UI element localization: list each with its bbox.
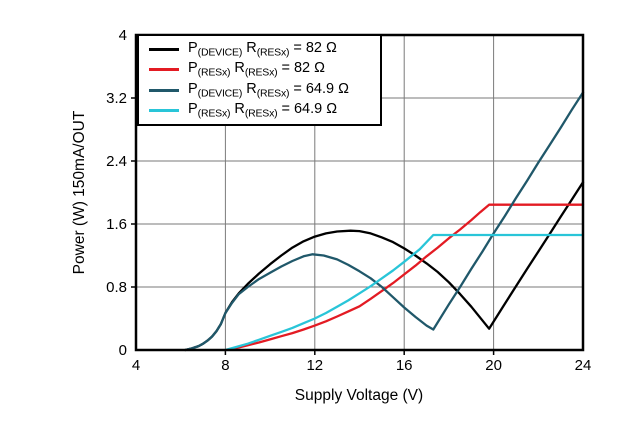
y-tick-label: 4 [119, 27, 127, 44]
y-tick-label: 1.6 [106, 216, 127, 233]
legend-item: P(DEVICE) R(RESx) = 64.9 Ω [149, 80, 380, 101]
legend-item: P(DEVICE) R(RESx) = 82 Ω [149, 39, 380, 60]
x-tick-label: 4 [132, 357, 140, 374]
legend-swatch-black [149, 47, 179, 51]
x-tick-label: 12 [306, 357, 323, 374]
legend-label: P(RESx) R(RESx) = 64.9 Ω [188, 101, 338, 120]
legend-label: P(RESx) R(RESx) = 82 Ω [188, 60, 325, 79]
legend-label: P(DEVICE) R(RESx) = 82 Ω [188, 39, 337, 59]
legend-item: P(RESx) R(RESx) = 82 Ω [149, 60, 380, 81]
legend: P(DEVICE) R(RESx) = 82 Ω P(RESx) R(RESx)… [137, 34, 382, 126]
legend-item: P(RESx) R(RESx) = 64.9 Ω [149, 101, 380, 122]
tick-labels: 4 8 12 16 20 24 0 0.8 1.6 2.4 3.2 4 [106, 27, 591, 374]
x-tick-label: 8 [221, 357, 229, 374]
series-line [224, 233, 585, 352]
series-curves [184, 91, 585, 352]
series-line [184, 91, 585, 352]
x-axis-title: Supply Voltage (V) [295, 387, 423, 404]
y-tick-label: 0 [119, 342, 127, 359]
y-tick-label: 3.2 [106, 90, 127, 107]
y-tick-label: 0.8 [106, 279, 127, 296]
legend-swatch-teal [149, 88, 179, 92]
x-tick-label: 16 [396, 357, 413, 374]
series-line [184, 181, 585, 352]
legend-swatch-red [149, 68, 179, 72]
y-tick-label: 2.4 [106, 153, 127, 170]
x-tick-label: 24 [575, 357, 592, 374]
x-tick-label: 20 [485, 357, 502, 374]
legend-swatch-cyan [149, 109, 179, 113]
y-axis-title: Power (W) 150mA/OUT [71, 110, 88, 274]
series-line [224, 203, 585, 352]
legend-label: P(DEVICE) R(RESx) = 64.9 Ω [188, 80, 349, 100]
